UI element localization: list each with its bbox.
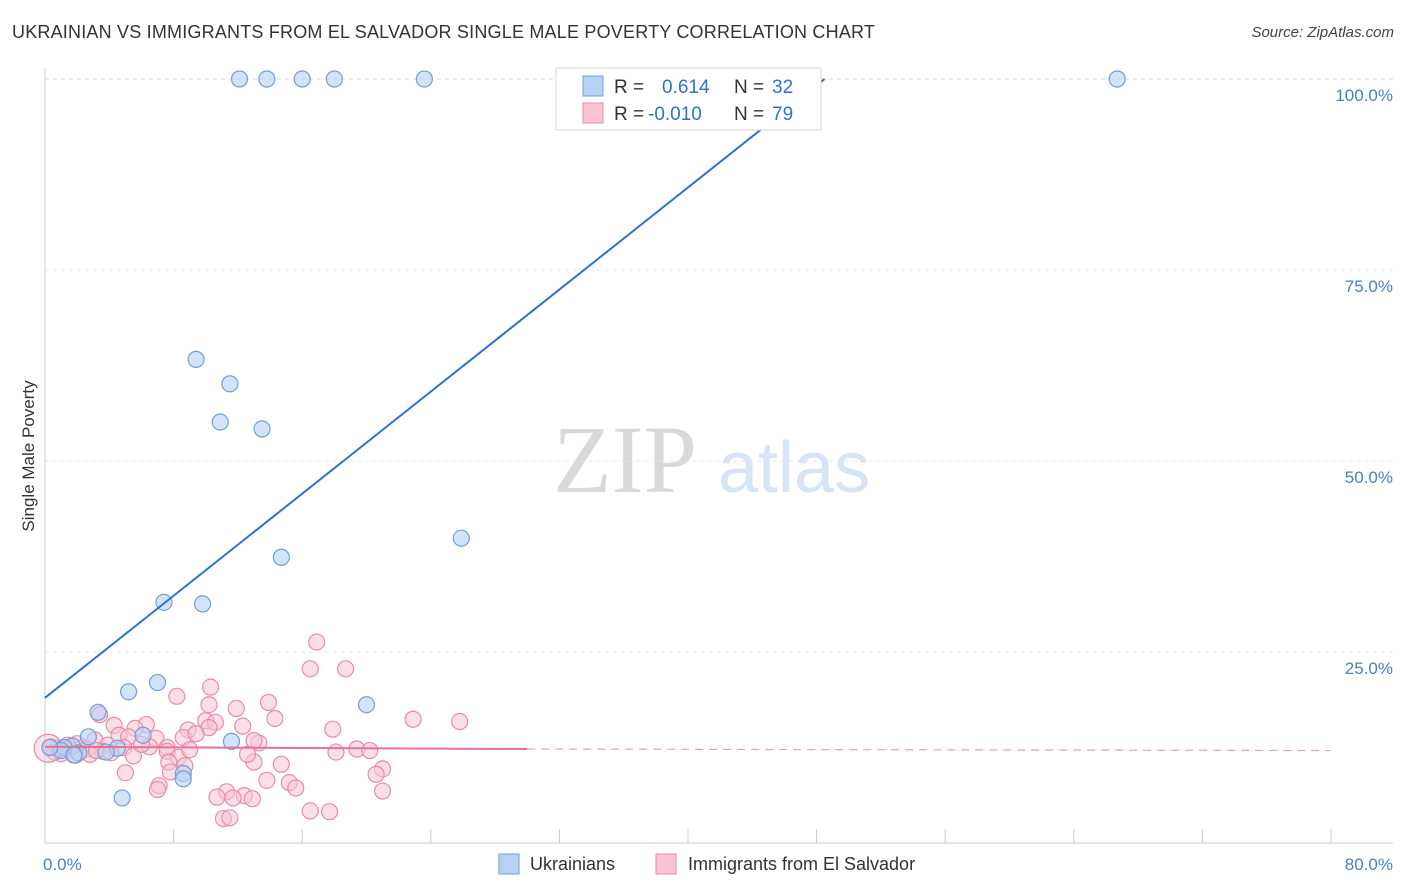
point-el-salvador xyxy=(201,678,220,696)
axes xyxy=(44,68,1393,844)
point-el-salvador xyxy=(272,755,290,773)
point-el-salvador xyxy=(324,720,342,738)
legend-r-value-ukrainians: 0.614 xyxy=(662,77,710,98)
point-ukrainians xyxy=(134,726,152,744)
point-ukrainians xyxy=(174,770,192,788)
point-el-salvador xyxy=(181,741,199,759)
point-el-salvador xyxy=(301,802,319,820)
point-el-salvador xyxy=(258,771,276,789)
point-el-salvador xyxy=(373,782,392,800)
point-el-salvador xyxy=(301,660,319,678)
point-el-salvador xyxy=(224,789,242,807)
legend-r-label-2: R = xyxy=(614,104,644,125)
point-el-salvador xyxy=(116,764,134,782)
legend-n-label-1: N = xyxy=(734,77,764,98)
point-ukrainians xyxy=(148,673,167,692)
point-el-salvador xyxy=(221,809,239,827)
point-el-salvador xyxy=(234,717,252,735)
point-el-salvador xyxy=(320,803,339,821)
point-el-salvador xyxy=(266,709,284,728)
chart-title: UKRAINIAN VS IMMIGRANTS FROM EL SALVADOR… xyxy=(12,22,876,42)
legend-swatch-ukrainians xyxy=(582,75,604,97)
point-el-salvador xyxy=(259,693,278,712)
series-legend: Ukrainians Immigrants from El Salvador xyxy=(498,853,915,875)
y-tick-label: 100.0% xyxy=(1335,86,1393,105)
point-el-salvador xyxy=(187,725,205,743)
point-ukrainians xyxy=(415,70,433,88)
y-tick-label: 75.0% xyxy=(1345,277,1393,296)
point-el-salvador xyxy=(243,790,261,808)
legend-n-label-2: N = xyxy=(734,104,764,125)
point-el-salvador xyxy=(227,699,245,718)
y-tick-label: 50.0% xyxy=(1345,468,1393,487)
trendline-el-salvador-extension xyxy=(527,748,1332,752)
trendlines xyxy=(44,78,1332,752)
point-ukrainians xyxy=(293,70,311,88)
point-el-salvador xyxy=(337,660,355,678)
trendline-el-salvador xyxy=(44,745,528,751)
legend-n-value-el-salvador: 79 xyxy=(772,104,793,125)
tick-labels: 25.0% 50.0% 75.0% 100.0% 0.0% 80.0% xyxy=(43,86,1393,874)
point-ukrainians xyxy=(119,683,138,701)
point-el-salvador xyxy=(200,696,218,714)
point-el-salvador xyxy=(287,779,305,797)
legend-r-label-1: R = xyxy=(614,77,644,98)
y-tick-label: 25.0% xyxy=(1345,659,1393,678)
point-el-salvador xyxy=(404,710,422,728)
bottom-legend-swatch-el-salvador xyxy=(655,853,677,875)
point-ukrainians xyxy=(211,413,229,431)
point-el-salvador xyxy=(451,712,469,731)
stats-legend: R = 0.614 N = 32 R = -0.010 N = 79 xyxy=(555,67,822,131)
point-ukrainians xyxy=(193,595,212,613)
watermark-atlas: atlas xyxy=(718,428,870,508)
point-ukrainians xyxy=(187,350,205,368)
bottom-legend-swatch-ukrainians xyxy=(498,853,520,875)
point-ukrainians xyxy=(89,703,107,721)
series-immigrants-el-salvador xyxy=(33,633,469,828)
point-el-salvador xyxy=(148,780,167,799)
point-ukrainians xyxy=(325,70,343,88)
legend-n-value-ukrainians: 32 xyxy=(772,77,793,98)
point-el-salvador xyxy=(238,745,257,763)
point-el-salvador xyxy=(327,743,345,761)
x-tick-label-min: 0.0% xyxy=(43,855,82,874)
bottom-legend-label-el-salvador: Immigrants from El Salvador xyxy=(688,854,915,874)
x-tick-label-max: 80.0% xyxy=(1345,855,1393,874)
point-ukrainians xyxy=(357,696,376,714)
point-el-salvador xyxy=(208,788,226,806)
legend-r-value-el-salvador: -0.010 xyxy=(648,104,702,125)
bottom-legend-label-ukrainians: Ukrainians xyxy=(530,854,615,874)
trendline-ukrainians xyxy=(44,78,826,699)
point-el-salvador xyxy=(308,633,326,651)
point-ukrainians xyxy=(1108,70,1126,88)
point-ukrainians xyxy=(221,375,239,393)
point-ukrainians xyxy=(65,746,83,764)
point-ukrainians xyxy=(272,548,290,566)
point-ukrainians xyxy=(79,728,98,746)
y-axis-title: Single Male Poverty xyxy=(19,380,38,532)
point-ukrainians xyxy=(222,732,241,750)
watermark-zip: ZIP xyxy=(553,406,697,513)
point-ukrainians xyxy=(230,70,249,88)
grid-lines xyxy=(45,78,1393,653)
legend-swatch-el-salvador xyxy=(582,102,604,124)
point-ukrainians xyxy=(253,420,271,438)
point-ukrainians xyxy=(97,743,115,761)
point-el-salvador xyxy=(361,741,379,760)
point-ukrainians xyxy=(113,789,131,807)
point-el-salvador xyxy=(367,765,385,783)
point-ukrainians xyxy=(258,70,276,88)
point-el-salvador xyxy=(168,687,186,705)
point-ukrainians xyxy=(452,529,470,547)
source-credit: Source: ZipAtlas.com xyxy=(1251,24,1394,41)
